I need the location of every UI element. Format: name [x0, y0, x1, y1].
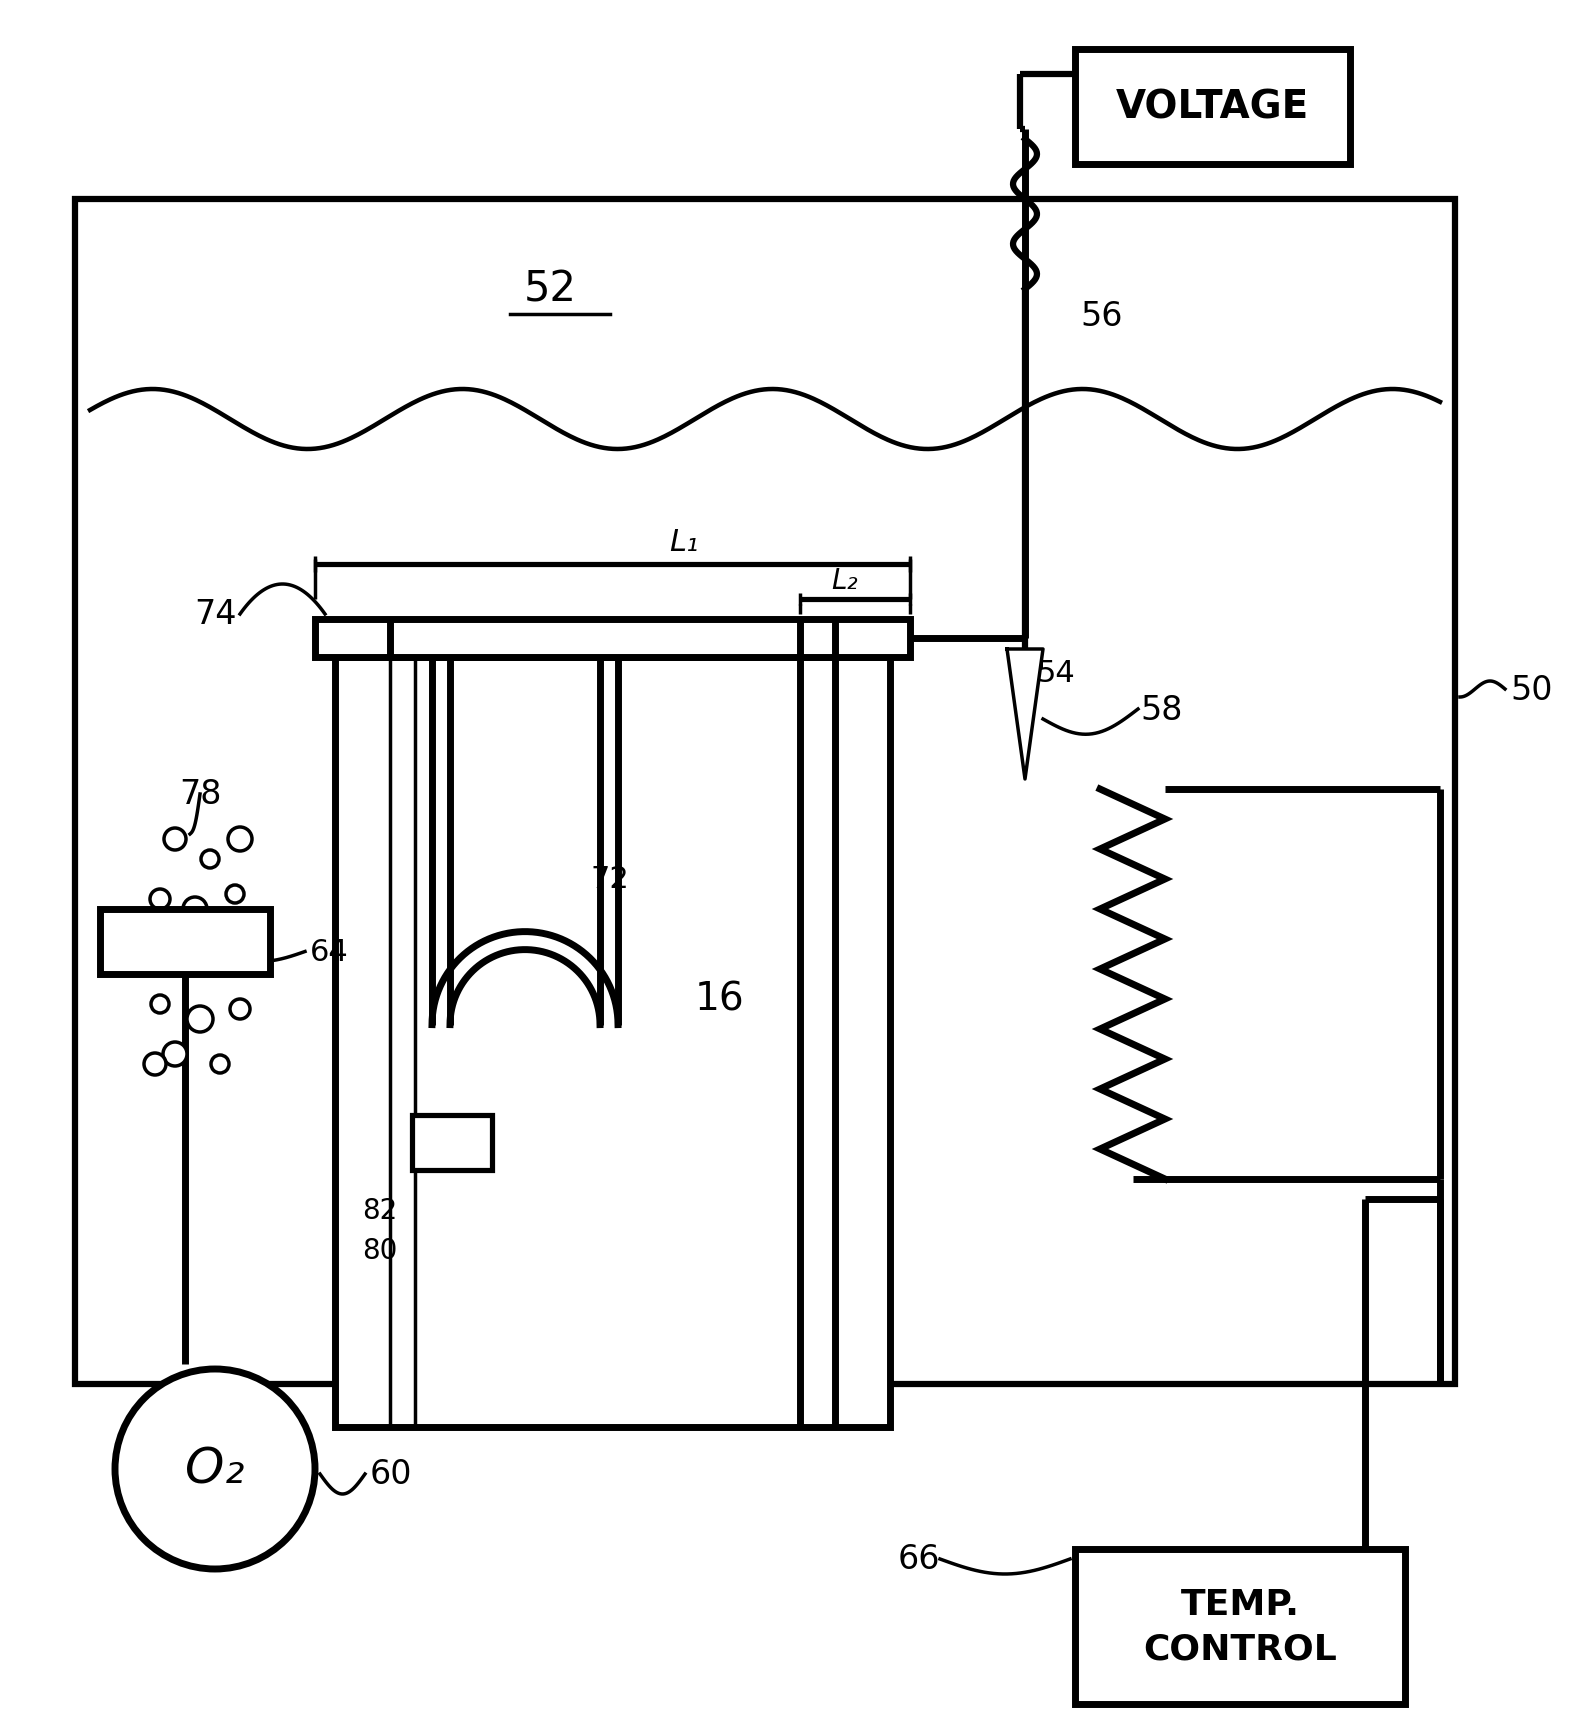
- Bar: [314, 620, 911, 658]
- Bar: [391, 658, 415, 1427]
- Text: 56: 56: [1080, 300, 1123, 333]
- Bar: [1075, 50, 1349, 165]
- Text: 78: 78: [179, 779, 222, 812]
- Circle shape: [144, 1053, 166, 1075]
- Text: 50: 50: [1510, 674, 1552, 706]
- Text: 66: 66: [898, 1542, 939, 1575]
- Text: 58: 58: [1140, 693, 1182, 725]
- Circle shape: [226, 886, 244, 903]
- Text: 54: 54: [1037, 660, 1075, 687]
- Text: 72: 72: [590, 865, 628, 894]
- Circle shape: [211, 1056, 230, 1073]
- Circle shape: [228, 827, 252, 851]
- Circle shape: [236, 948, 260, 972]
- Bar: [1075, 1549, 1405, 1704]
- Text: 64: 64: [309, 937, 349, 967]
- Circle shape: [160, 939, 180, 960]
- Circle shape: [230, 999, 250, 1020]
- Text: 80: 80: [362, 1235, 397, 1265]
- Circle shape: [115, 1370, 314, 1570]
- Text: 16: 16: [695, 980, 745, 1018]
- Circle shape: [163, 1042, 187, 1067]
- Bar: [75, 200, 1455, 1384]
- Bar: [335, 658, 890, 1427]
- Polygon shape: [1006, 650, 1043, 779]
- Circle shape: [164, 829, 187, 851]
- Circle shape: [183, 898, 207, 922]
- Text: 60: 60: [370, 1458, 413, 1490]
- Text: VOLTAGE: VOLTAGE: [1116, 88, 1309, 126]
- Text: L₂: L₂: [831, 567, 858, 594]
- Circle shape: [199, 955, 220, 975]
- Text: 82: 82: [362, 1196, 397, 1223]
- Text: 74: 74: [193, 598, 236, 631]
- Text: 52: 52: [523, 269, 576, 310]
- Bar: [412, 1115, 491, 1170]
- Text: L₁: L₁: [670, 527, 699, 557]
- Text: TEMP.
CONTROL: TEMP. CONTROL: [1144, 1587, 1337, 1666]
- Text: O₂: O₂: [185, 1446, 244, 1494]
- Circle shape: [201, 851, 219, 868]
- Bar: [100, 910, 270, 975]
- Circle shape: [152, 996, 169, 1013]
- Circle shape: [187, 1006, 214, 1032]
- Circle shape: [150, 889, 171, 910]
